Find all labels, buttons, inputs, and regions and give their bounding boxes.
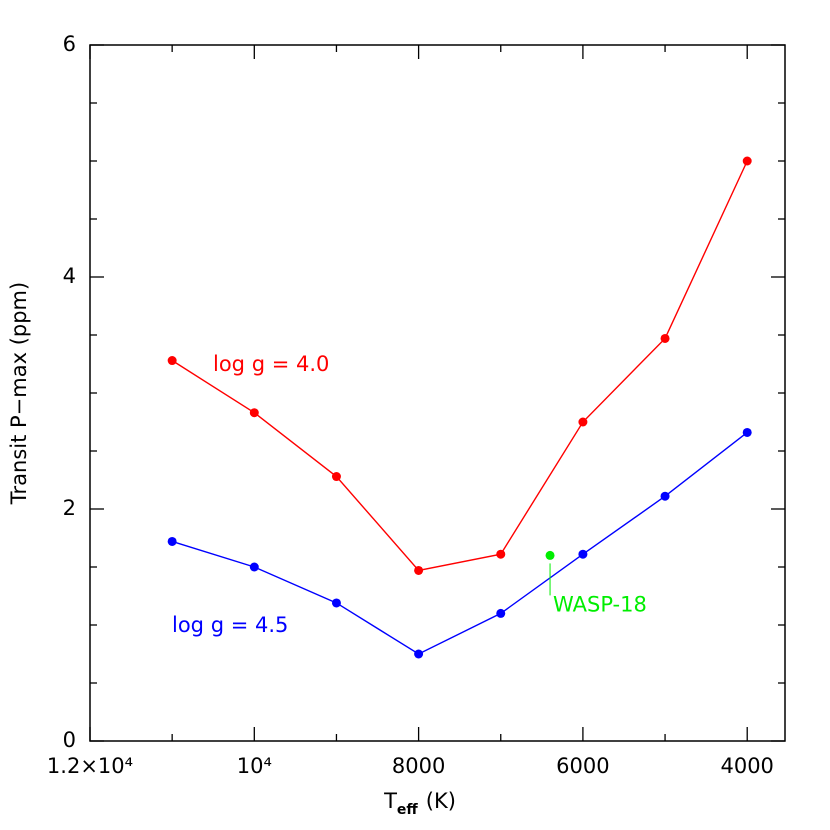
highlight-point: [545, 550, 555, 560]
x-tick-label: 6000: [556, 754, 609, 778]
point-label: WASP-18: [553, 592, 647, 616]
data-point: [167, 536, 177, 546]
x-tick-label: 1.2×10⁴: [47, 754, 133, 778]
x-label-sub: eff: [397, 802, 418, 818]
series-line: [171, 160, 748, 572]
data-point: [249, 562, 259, 572]
data-point: [742, 156, 752, 166]
y-axis-label: Transit P−max (ppm): [7, 282, 31, 505]
y-tick-label: 4: [63, 264, 76, 288]
data-point: [167, 356, 177, 366]
y-tick-label: 6: [63, 32, 76, 56]
x-label-main: T: [383, 789, 397, 813]
data-point: [660, 333, 670, 343]
data-point: [496, 608, 506, 618]
series-line: [171, 431, 748, 655]
data-point: [414, 649, 424, 659]
data-point: [331, 472, 341, 482]
data-point: [578, 417, 588, 427]
data-point: [660, 491, 670, 501]
y-tick-label: 2: [63, 496, 76, 520]
x-tick-label: 4000: [720, 754, 773, 778]
data-point: [414, 565, 424, 575]
x-label-unit: (K): [426, 789, 456, 813]
x-tick-label: 8000: [392, 754, 445, 778]
y-tick-label: 0: [63, 728, 76, 752]
series-label: log g = 4.5: [172, 613, 288, 637]
data-point: [578, 549, 588, 559]
data-point: [331, 598, 341, 608]
data-point: [496, 549, 506, 559]
series-label: log g = 4.0: [213, 352, 329, 376]
x-axis-label: Teff (K): [383, 789, 456, 818]
x-tick-label: 10⁴: [237, 754, 272, 778]
data-point: [249, 408, 259, 418]
data-point: [742, 427, 752, 437]
